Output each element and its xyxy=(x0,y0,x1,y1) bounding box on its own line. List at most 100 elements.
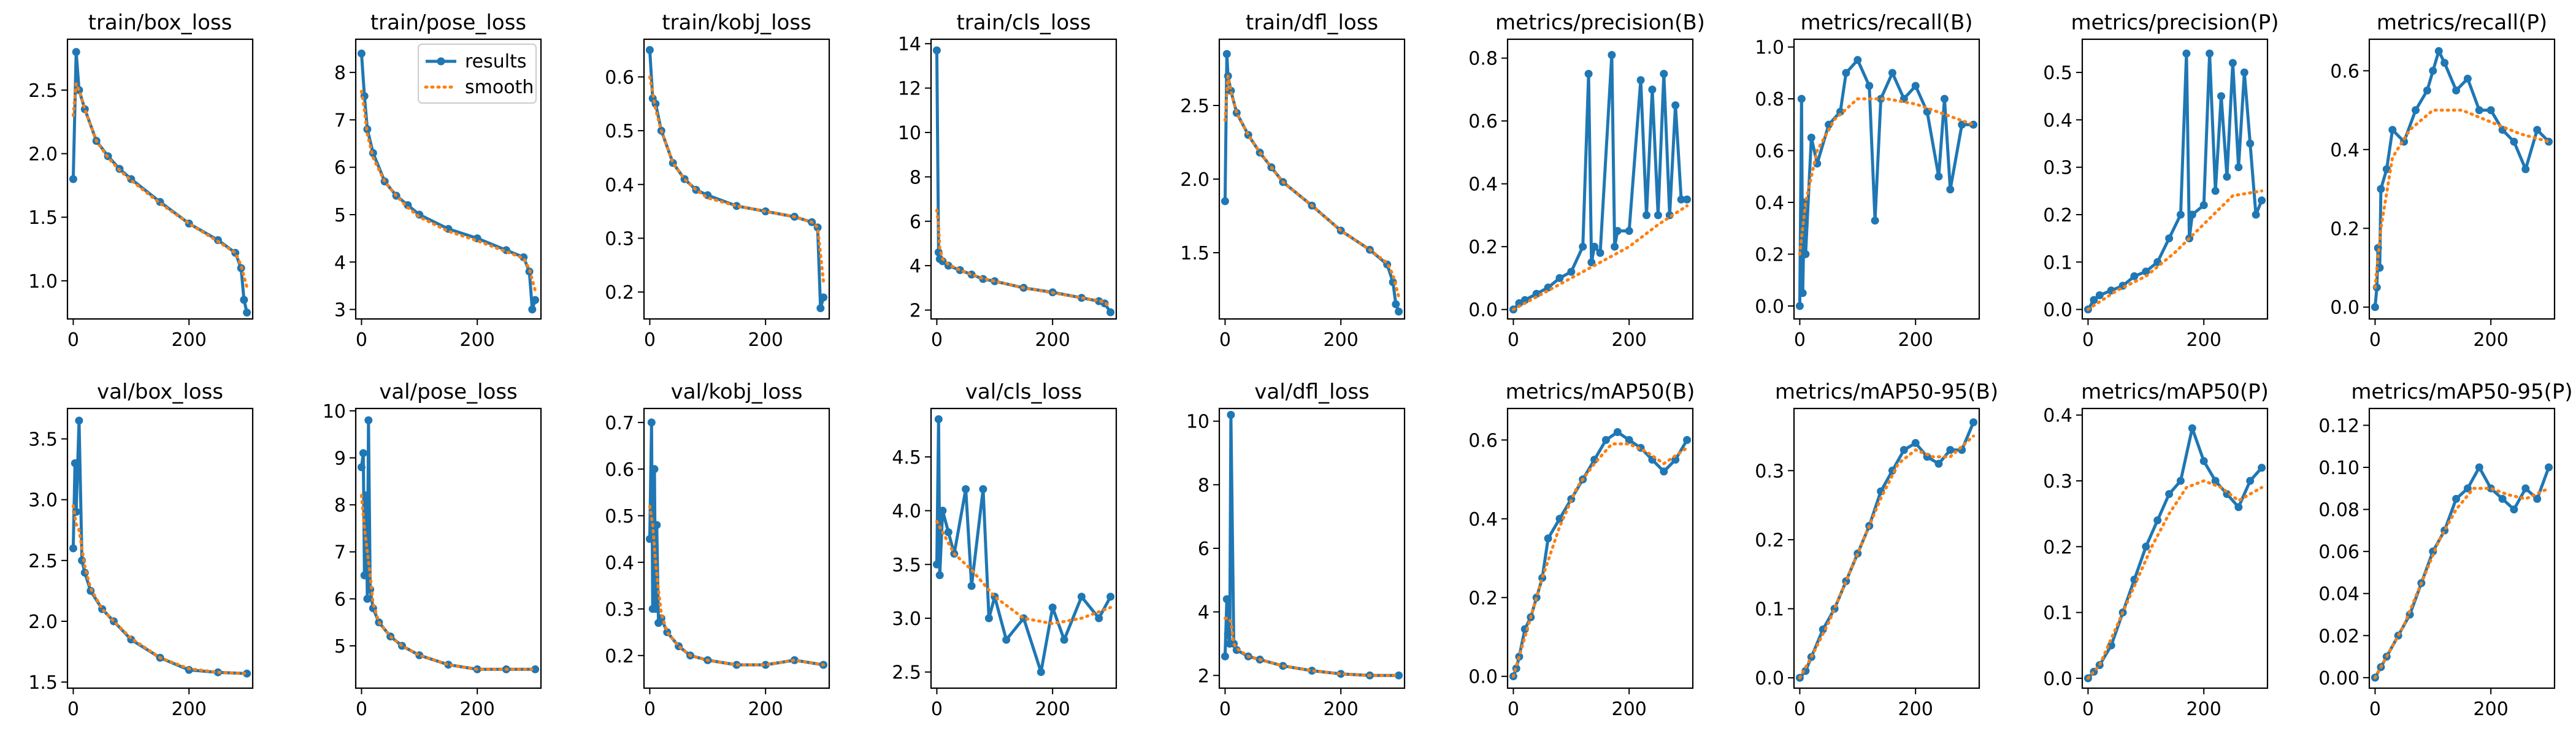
smooth-line xyxy=(1798,434,1976,680)
y-tick-label: 8 xyxy=(910,167,921,188)
subplot-metrics-precision-b: metrics/precision(B) 0 200 0.0 0.2 0.4 0.6 0.8 xyxy=(1468,10,1705,351)
results-point xyxy=(1395,671,1403,680)
series-results xyxy=(69,48,251,317)
results-point xyxy=(357,49,366,58)
results-point xyxy=(1946,185,1955,194)
series-results xyxy=(357,416,540,673)
results-point xyxy=(404,201,412,209)
y-tick-label: 0.0 xyxy=(1755,296,1784,318)
results-point xyxy=(2130,575,2139,584)
subplot-val-pose-loss: val/pose_loss 0 200 5 6 7 8 9 10 xyxy=(323,380,542,720)
results-point xyxy=(1613,428,1622,436)
results-point xyxy=(2153,516,2162,524)
results-point xyxy=(819,293,828,302)
results-line xyxy=(935,418,1112,674)
results-point xyxy=(1683,435,1692,444)
y-tick-label: 1.5 xyxy=(28,207,58,229)
results-point xyxy=(1106,308,1115,316)
results-point xyxy=(1871,217,1879,225)
results-point xyxy=(2188,424,2196,432)
results-line xyxy=(1223,413,1399,677)
x-tick-label: 0 xyxy=(1219,699,1231,720)
results-point xyxy=(2246,477,2255,485)
results-point xyxy=(359,449,367,458)
results-line xyxy=(935,50,1112,313)
smooth-line xyxy=(2086,479,2264,680)
y-tick-label: 0.1 xyxy=(2043,603,2072,624)
results-point xyxy=(240,296,248,304)
y-tick-label: 0.0 xyxy=(1468,300,1498,321)
axes-frame xyxy=(66,407,254,689)
results-point xyxy=(1940,94,1949,103)
y-tick-label: 3.0 xyxy=(892,608,921,630)
y-tick-label: 2 xyxy=(910,301,921,322)
x-tick-label: 200 xyxy=(2187,329,2221,351)
y-tick-label: 2.5 xyxy=(892,662,921,684)
series-results xyxy=(2371,463,2553,682)
results-point xyxy=(651,605,660,613)
subplot-metrics-map50-95-p: metrics/mAP50-95(P) 0 200 0.00 0.02 0.04 0.06 0… xyxy=(2318,380,2572,720)
results-point xyxy=(2463,74,2472,83)
results-point xyxy=(1601,435,1610,444)
results-point xyxy=(528,305,537,313)
results-point xyxy=(2382,165,2391,174)
x-tick-label: 200 xyxy=(1612,329,1647,351)
results-point xyxy=(653,521,661,529)
x-tick-label: 0 xyxy=(2082,699,2094,720)
results-point xyxy=(1865,82,1874,90)
results-point xyxy=(357,463,366,472)
y-tick-label: 0.4 xyxy=(2330,140,2359,161)
results-point xyxy=(2234,503,2243,512)
y-tick-label: 4 xyxy=(334,252,346,274)
results-point xyxy=(2165,234,2174,243)
y-tick-label: 1.5 xyxy=(28,672,58,694)
series-results xyxy=(69,416,251,678)
y-tick-label: 7 xyxy=(334,110,346,131)
y-tick-label: 0.2 xyxy=(1755,244,1784,266)
results-point xyxy=(1520,296,1529,304)
y-tick-label: 10 xyxy=(898,123,921,144)
results-line xyxy=(1512,53,1687,311)
subplot-train-cls-loss: train/cls_loss 0 200 2 4 6 8 10 12 14 xyxy=(898,10,1117,351)
x-tick-label: 200 xyxy=(172,699,207,720)
axes-frame xyxy=(643,38,830,320)
results-point xyxy=(1660,69,1668,78)
results-point xyxy=(935,571,944,580)
results-point xyxy=(1807,133,1815,142)
results-point xyxy=(2090,296,2098,304)
subplot-title: train/box_loss xyxy=(88,10,232,35)
x-tick-label: 200 xyxy=(1898,329,1933,351)
subplot-title: metrics/mAP50(B) xyxy=(1506,380,1695,404)
results-point xyxy=(2258,464,2266,472)
results-point xyxy=(2228,59,2237,67)
y-tick-label: 1.0 xyxy=(1755,37,1784,59)
results-point xyxy=(1636,76,1645,85)
results-point xyxy=(1683,195,1692,204)
series-results xyxy=(645,418,828,669)
results-point xyxy=(2107,641,2115,650)
y-tick-label: 6 xyxy=(334,158,346,179)
axes-frame xyxy=(355,407,542,689)
results-point xyxy=(647,418,656,427)
x-tick-label: 0 xyxy=(1219,329,1231,351)
results-point xyxy=(1222,595,1231,604)
x-tick-label: 0 xyxy=(356,699,367,720)
results-point xyxy=(1567,267,1576,276)
subplot-metrics-map50-p: metrics/mAP50(P) 0 200 0.0 0.1 0.2 0.3 0.4 xyxy=(2043,380,2269,720)
x-tick-label: 200 xyxy=(172,329,207,351)
legend: results smooth xyxy=(418,44,537,104)
smooth-line xyxy=(2373,109,2551,289)
axes-frame xyxy=(2081,407,2269,689)
results-point xyxy=(2521,165,2530,174)
y-tick-label: 2.0 xyxy=(1180,169,1209,191)
subplot-title: val/kobj_loss xyxy=(671,380,803,404)
results-point xyxy=(1934,459,1943,468)
smooth-line xyxy=(359,90,537,293)
results-point xyxy=(362,491,370,500)
series-results xyxy=(2083,49,2266,313)
smooth-line xyxy=(1511,442,1689,678)
results-point xyxy=(363,594,372,603)
subplot-title: metrics/precision(P) xyxy=(2071,10,2279,35)
y-tick-label: 0.10 xyxy=(2318,458,2359,479)
subplot-title: metrics/mAP50(P) xyxy=(2081,380,2269,404)
